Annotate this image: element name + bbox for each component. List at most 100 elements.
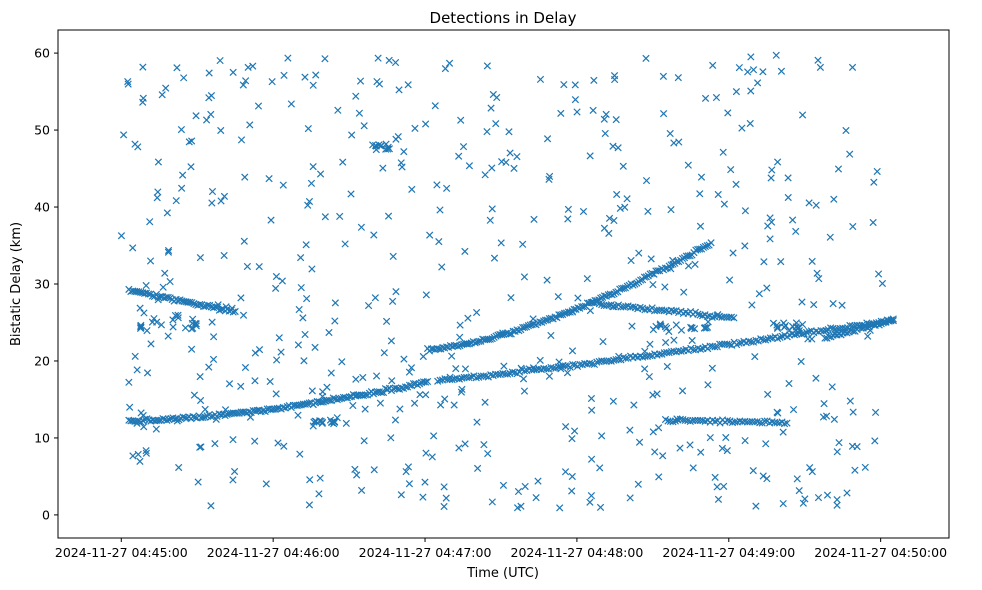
detection-point-noise	[212, 415, 220, 424]
detection-point-noise	[667, 206, 675, 214]
detection-point-noise	[315, 490, 323, 498]
detection-point-noise	[766, 214, 774, 222]
detection-point-noise	[659, 109, 668, 118]
x-tick-label: 2024-11-27 04:46:00	[207, 545, 340, 560]
detection-point-track	[725, 340, 734, 349]
detection-point-noise	[464, 314, 472, 322]
detection-point-track	[636, 303, 644, 312]
detection-point-noise	[712, 93, 721, 102]
detection-point-noise	[653, 390, 661, 398]
detection-point-noise	[609, 397, 618, 405]
detection-point-noise	[251, 349, 259, 357]
detection-point-noise	[513, 152, 521, 161]
detection-point-noise	[164, 248, 173, 256]
detection-point-noise	[767, 174, 775, 182]
detection-point-noise	[126, 403, 134, 411]
detection-point-track	[233, 409, 241, 417]
detection-point-cluster	[171, 311, 180, 320]
detection-point-track	[163, 416, 171, 425]
detection-point-noise	[196, 253, 205, 262]
detection-point-noise	[305, 197, 314, 206]
detection-point-noise	[727, 166, 735, 174]
detection-point-track	[165, 416, 173, 424]
y-tick-label: 30	[34, 277, 50, 292]
detection-point-cluster	[143, 326, 151, 335]
detection-point-noise	[161, 269, 169, 277]
detection-point-noise	[178, 171, 187, 179]
detection-point-noise	[384, 212, 393, 220]
detection-point-noise	[667, 265, 675, 273]
detection-point-track	[887, 316, 895, 324]
detection-point-noise	[554, 292, 562, 301]
detection-point-noise	[217, 126, 225, 135]
detection-point-track	[631, 280, 639, 288]
detection-point-noise	[673, 415, 681, 423]
detection-point-noise	[304, 124, 312, 133]
detection-point-noise	[387, 434, 395, 442]
detection-point-noise	[380, 349, 388, 357]
detection-point-noise	[861, 463, 869, 471]
detection-point-noise	[312, 71, 320, 79]
detection-point-noise	[457, 116, 465, 124]
detection-point-noise	[370, 231, 378, 239]
detection-point-noise	[804, 335, 812, 343]
detection-point-noise	[202, 116, 211, 124]
detection-point-noise	[325, 328, 333, 337]
detection-point-track	[756, 419, 764, 427]
detection-point-noise	[686, 441, 694, 449]
detection-point-noise	[697, 173, 706, 181]
detection-point-cluster	[384, 143, 392, 151]
detection-point-noise	[391, 416, 400, 424]
detection-point-noise	[209, 355, 218, 364]
detection-point-noise	[866, 326, 874, 334]
detection-point-noise	[560, 80, 568, 89]
detection-point-noise	[331, 299, 339, 307]
detection-point-noise	[117, 232, 126, 240]
detection-point-noise	[287, 100, 295, 108]
detection-point-noise	[153, 194, 161, 202]
detection-point-track	[442, 343, 451, 351]
detection-point-noise	[334, 106, 342, 114]
detection-point-track	[505, 330, 514, 338]
detection-point-track	[646, 351, 654, 360]
detection-point-noise	[814, 493, 823, 502]
detection-point-noise	[481, 398, 489, 406]
detection-point-noise	[158, 91, 166, 99]
detection-point-noise	[157, 321, 166, 329]
detection-point-noise	[763, 475, 771, 483]
detection-point-noise	[371, 294, 379, 302]
detection-point-cluster	[672, 321, 680, 329]
detection-point-track	[825, 332, 833, 341]
detection-point-noise	[571, 81, 579, 89]
detection-point-noise	[520, 387, 529, 395]
detection-point-noise	[627, 256, 635, 265]
detection-point-noise	[333, 414, 341, 422]
detection-point-noise	[720, 200, 728, 208]
detection-point-noise	[798, 111, 807, 119]
detection-point-noise	[599, 337, 607, 346]
detection-point-noise	[851, 466, 859, 474]
detection-point-noise	[279, 181, 287, 189]
detection-point-noise	[255, 263, 263, 271]
detection-point-noise	[762, 440, 770, 448]
detection-point-noise	[738, 124, 746, 132]
detection-point-noise	[568, 308, 577, 316]
detection-point-noise	[452, 365, 460, 373]
detection-point-noise	[188, 137, 196, 145]
detection-point-noise	[228, 304, 236, 312]
detection-point-track	[619, 284, 628, 292]
detection-point-noise	[654, 424, 663, 432]
detection-point-noise	[564, 215, 572, 223]
detection-point-noise	[455, 444, 463, 452]
detection-point-noise	[490, 254, 499, 262]
detection-point-track	[669, 418, 677, 426]
detection-point-noise	[323, 383, 331, 391]
detection-point-track	[156, 292, 164, 300]
detection-point-noise	[175, 463, 183, 472]
detection-point-noise	[601, 129, 609, 138]
detection-point-noise	[457, 388, 466, 396]
detection-point-track	[629, 281, 637, 289]
detection-point-noise	[407, 364, 416, 372]
detection-point-track	[752, 336, 760, 344]
detection-point-track	[401, 383, 410, 391]
